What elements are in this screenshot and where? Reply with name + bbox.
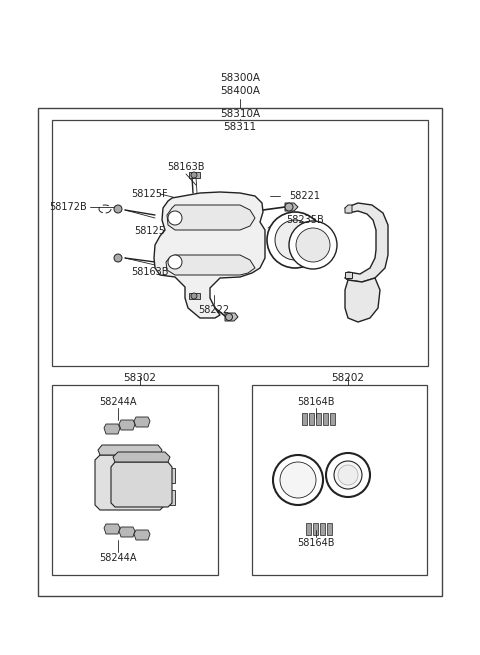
Polygon shape bbox=[104, 524, 120, 534]
Bar bbox=[313, 523, 318, 535]
Bar bbox=[38, 108, 442, 596]
Circle shape bbox=[275, 220, 315, 260]
Bar bbox=[97, 468, 105, 483]
Polygon shape bbox=[345, 203, 388, 282]
Circle shape bbox=[191, 293, 197, 299]
Bar bbox=[327, 523, 332, 535]
Polygon shape bbox=[154, 192, 265, 318]
Bar bbox=[97, 490, 105, 505]
Text: 58311: 58311 bbox=[223, 122, 257, 132]
Polygon shape bbox=[98, 445, 162, 455]
Bar bbox=[323, 413, 328, 425]
Circle shape bbox=[285, 203, 293, 211]
Circle shape bbox=[326, 453, 370, 497]
Text: 58221: 58221 bbox=[289, 191, 321, 201]
Bar bbox=[252, 385, 427, 575]
Text: 58235B: 58235B bbox=[286, 215, 324, 225]
Bar bbox=[309, 413, 314, 425]
Bar bbox=[306, 523, 311, 535]
Text: 58222: 58222 bbox=[198, 305, 229, 315]
Bar bbox=[302, 413, 307, 425]
Bar bbox=[330, 413, 335, 425]
Bar bbox=[316, 413, 321, 425]
Polygon shape bbox=[95, 455, 165, 510]
Circle shape bbox=[191, 172, 197, 178]
Circle shape bbox=[168, 255, 182, 269]
Polygon shape bbox=[111, 462, 172, 507]
Circle shape bbox=[296, 228, 330, 262]
Polygon shape bbox=[166, 255, 255, 275]
Circle shape bbox=[280, 462, 316, 498]
Text: 58310A: 58310A bbox=[220, 109, 260, 119]
Bar bbox=[52, 120, 428, 366]
Bar bbox=[52, 385, 218, 575]
Polygon shape bbox=[345, 205, 352, 213]
Circle shape bbox=[168, 211, 182, 225]
Circle shape bbox=[226, 314, 232, 320]
Polygon shape bbox=[285, 203, 298, 211]
Circle shape bbox=[267, 212, 323, 268]
Polygon shape bbox=[189, 172, 200, 178]
Polygon shape bbox=[134, 417, 150, 427]
Polygon shape bbox=[104, 424, 120, 434]
Text: 58125F: 58125F bbox=[132, 189, 168, 199]
Polygon shape bbox=[119, 420, 135, 430]
Circle shape bbox=[289, 221, 337, 269]
Text: 58244A: 58244A bbox=[99, 397, 137, 407]
Circle shape bbox=[114, 254, 122, 262]
Circle shape bbox=[338, 465, 358, 485]
Text: 58244A: 58244A bbox=[99, 553, 137, 563]
Text: 58163B: 58163B bbox=[131, 267, 169, 277]
Text: 58163B: 58163B bbox=[167, 162, 205, 172]
Polygon shape bbox=[113, 452, 170, 462]
Text: 58164B: 58164B bbox=[297, 538, 335, 548]
Polygon shape bbox=[119, 527, 135, 537]
Circle shape bbox=[114, 205, 122, 213]
Polygon shape bbox=[345, 272, 352, 278]
Text: 58125: 58125 bbox=[134, 226, 166, 236]
Text: 58400A: 58400A bbox=[220, 86, 260, 96]
Circle shape bbox=[273, 455, 323, 505]
Bar bbox=[167, 468, 175, 483]
Text: 58202: 58202 bbox=[332, 373, 364, 383]
Polygon shape bbox=[189, 293, 200, 299]
Text: 58300A: 58300A bbox=[220, 73, 260, 83]
Polygon shape bbox=[225, 313, 238, 321]
Circle shape bbox=[334, 461, 362, 489]
Text: 58164B: 58164B bbox=[297, 397, 335, 407]
Polygon shape bbox=[134, 530, 150, 540]
Text: 58172B: 58172B bbox=[49, 202, 87, 212]
Text: 58302: 58302 bbox=[123, 373, 156, 383]
Polygon shape bbox=[167, 205, 255, 230]
Bar bbox=[320, 523, 325, 535]
Bar bbox=[167, 490, 175, 505]
Polygon shape bbox=[345, 278, 380, 322]
